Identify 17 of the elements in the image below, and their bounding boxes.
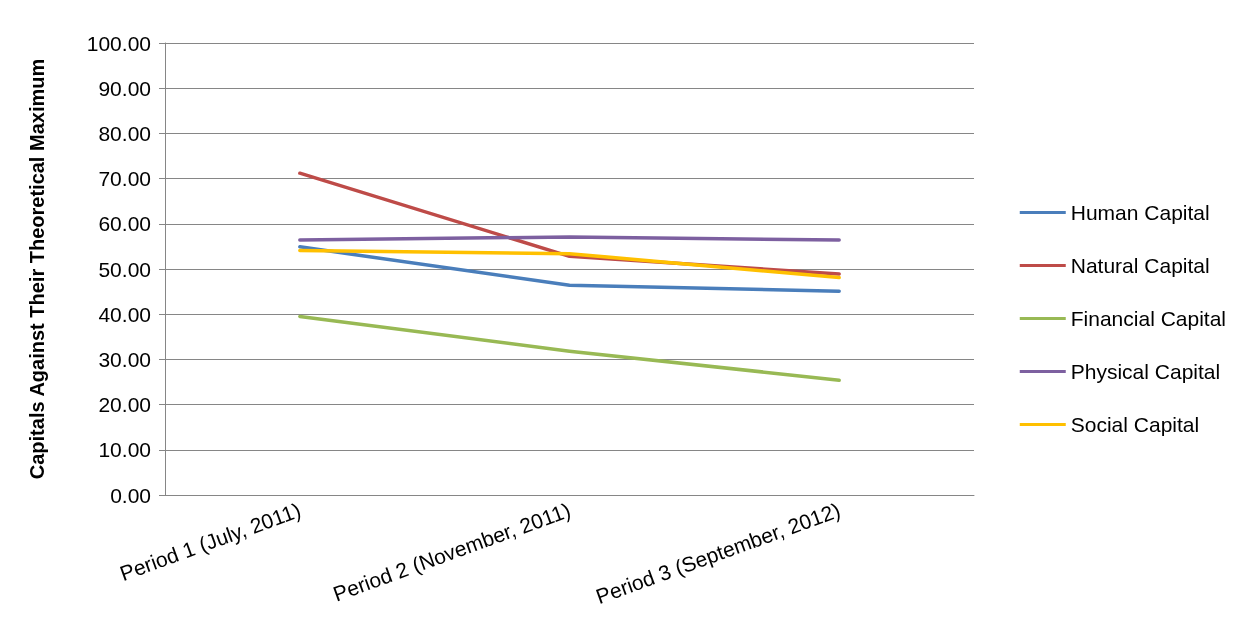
y-tick-label: 50.00 [98, 257, 151, 281]
legend-label: Natural Capital [1070, 254, 1210, 277]
y-tick-label: 80.00 [98, 121, 151, 145]
y-axis-title: Capitals Against Their Theoretical Maximum [26, 58, 48, 480]
y-tick-label: 40.00 [98, 302, 151, 326]
y-tick-label: 90.00 [98, 76, 151, 100]
legend-label: Human Capital [1070, 201, 1210, 224]
y-tick-label: 100.00 [86, 31, 151, 55]
legend-label: Social Capital [1070, 413, 1200, 436]
y-tick-label: 70.00 [98, 167, 151, 191]
legend-label: Financial Capital [1070, 307, 1227, 330]
legend-label: Physical Capital [1070, 360, 1221, 383]
y-tick-label: 10.00 [98, 438, 151, 462]
y-tick-label: 30.00 [98, 347, 151, 371]
y-tick-label: 0.00 [110, 483, 151, 507]
y-tick-label: 20.00 [98, 393, 151, 417]
y-tick-label: 60.00 [98, 212, 151, 236]
